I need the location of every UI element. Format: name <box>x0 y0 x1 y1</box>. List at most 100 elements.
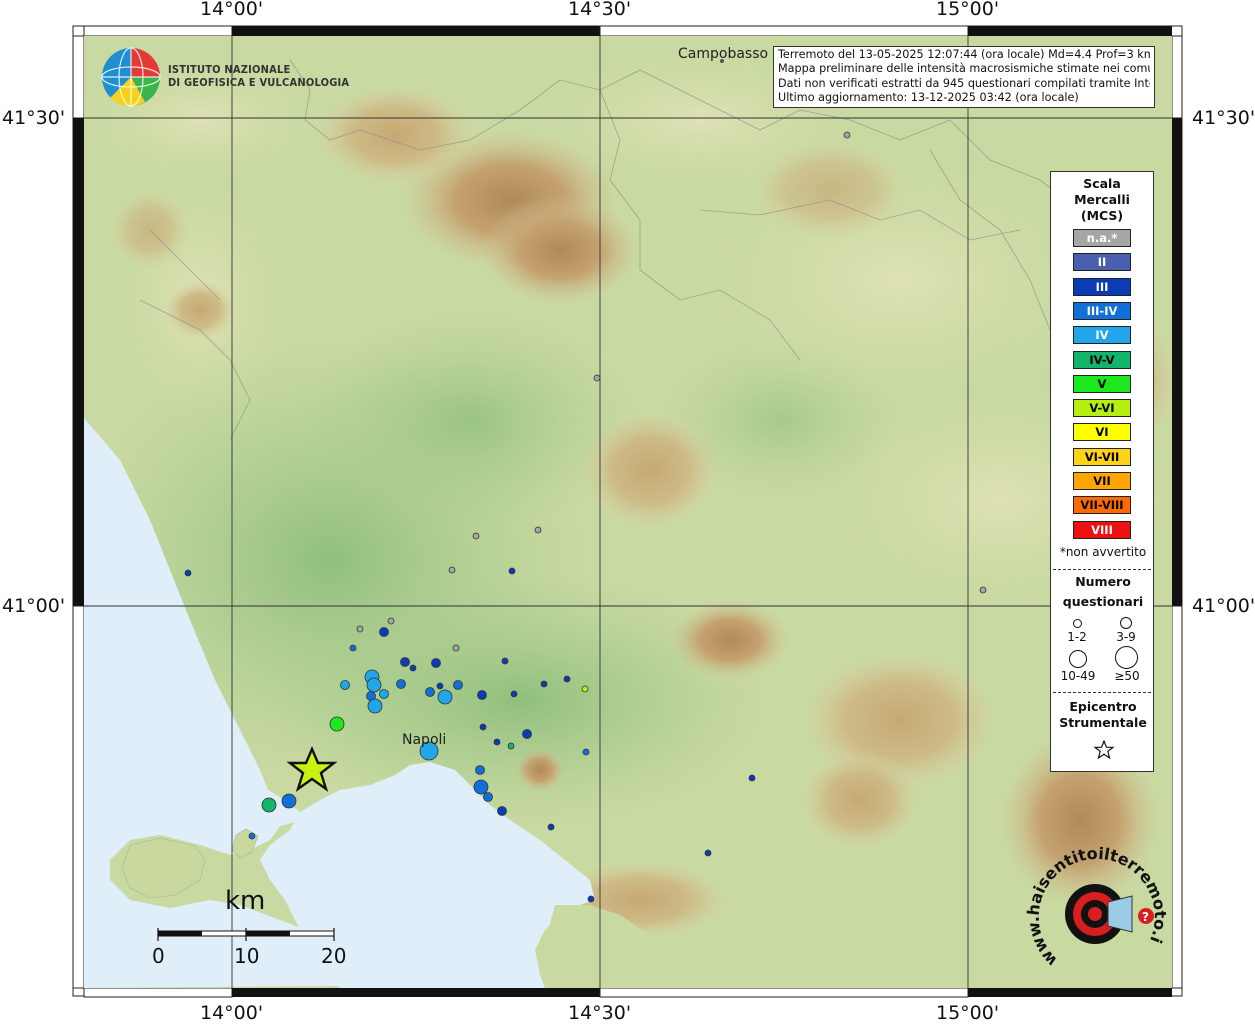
intensity-point <box>582 748 590 756</box>
intensity-point <box>379 627 389 637</box>
intensity-point <box>979 586 987 594</box>
legend-epicenter-star-icon <box>1094 740 1114 760</box>
intensity-point <box>396 679 406 689</box>
legend-count-title-line2: questionari <box>1062 594 1144 609</box>
legend-swatch-n-a: n.a.* <box>1073 229 1131 247</box>
intensity-points-layer <box>184 131 987 903</box>
intensity-point <box>409 664 417 672</box>
haisentito-logo-icon: ? <box>1065 884 1154 944</box>
legend-swatch-ii: II <box>1073 253 1131 272</box>
legend-size-label-50: ≥50 <box>1114 669 1140 683</box>
intensity-point <box>431 658 441 668</box>
campobasso-marker <box>720 59 724 63</box>
intensity-point <box>563 675 571 683</box>
intensity-point <box>437 689 453 705</box>
legend-divider-1 <box>1053 569 1151 570</box>
event-info-line1: Terremoto del 13-05-2025 12:07:44 (ora l… <box>778 48 1150 61</box>
legend-size-label-10-49: 10-49 <box>1060 669 1096 683</box>
legend-swatch-iv-v: IV-V <box>1073 350 1131 369</box>
intensity-point <box>547 823 555 831</box>
lon-label-bottom-14-00: 14°00' <box>200 1002 264 1024</box>
intensity-point <box>843 131 851 139</box>
event-info-line3: Dati non verificati estratti da 945 ques… <box>778 76 1150 90</box>
intensity-point <box>479 723 487 731</box>
legend-not-felt-note: *non avvertito <box>1059 545 1147 559</box>
lon-label-bottom-14-30: 14°30' <box>568 1002 632 1024</box>
lat-label-left-41-00: 41°00' <box>2 595 66 617</box>
intensity-point <box>436 682 444 690</box>
intensity-point <box>419 741 439 761</box>
intensity-point <box>587 895 595 903</box>
legend-swatch-vii-viii: VII-VIII <box>1073 496 1131 515</box>
legend-divider-2 <box>1053 692 1151 693</box>
legend-swatch-vi: VI <box>1073 423 1131 442</box>
legend-swatch-vii: VII <box>1073 472 1131 490</box>
legend-title-line3: (MCS) <box>1080 208 1124 223</box>
lon-label-bottom-15-00: 15°00' <box>936 1002 1000 1024</box>
intensity-point <box>473 779 489 795</box>
scale-bar-tick-10: 10 <box>234 944 260 968</box>
legend-title: Scala Mercalli (MCS) <box>1051 176 1153 224</box>
epicenter-star <box>286 745 338 793</box>
intensity-point <box>367 698 383 714</box>
svg-text:?: ? <box>1142 910 1149 924</box>
legend-size-3-9-icon <box>1120 617 1132 629</box>
intensity-point <box>510 690 518 698</box>
intensity-point <box>248 832 256 840</box>
lon-label-top-14-00: 14°00' <box>200 0 264 20</box>
legend-swatch-v-vi: V-VI <box>1073 399 1131 418</box>
intensity-point <box>448 566 456 574</box>
legend-title-line2: Mercalli <box>1074 192 1130 207</box>
event-info-line4: Ultimo aggiornamento: 13-12-2025 03:42 (… <box>778 91 1079 105</box>
intensity-point <box>387 617 395 625</box>
lat-label-right-41-00: 41°00' <box>1192 595 1255 617</box>
intensity-point <box>493 738 501 746</box>
intensity-point <box>340 680 350 690</box>
intensity-point <box>366 677 382 693</box>
scale-bar-tick-0: 0 <box>152 944 165 968</box>
intensity-point <box>453 680 463 690</box>
legend-size-50-icon <box>1115 646 1138 669</box>
ingv-name-line2: DI GEOFISICA E VULCANOLOGIA <box>168 76 350 89</box>
legend: Scala Mercalli (MCS) n.a.* II III III-IV IV I… <box>1050 171 1154 772</box>
legend-epicenter-line2: Strumentale <box>1059 715 1147 730</box>
intensity-point <box>477 690 487 700</box>
intensity-point <box>593 374 601 382</box>
intensity-point <box>472 532 480 540</box>
scale-bar-unit: km <box>225 886 266 916</box>
intensity-point <box>508 567 516 575</box>
place-napoli: Napoli <box>402 732 447 748</box>
legend-size-label-3-9: 3-9 <box>1116 630 1136 644</box>
lat-label-right-41-30: 41°30' <box>1192 107 1255 129</box>
legend-size-1-2-icon <box>1073 619 1082 628</box>
intensity-point <box>483 792 493 802</box>
intensity-point <box>425 687 435 697</box>
legend-swatch-iv: IV <box>1073 326 1131 345</box>
intensity-point <box>748 774 756 782</box>
event-info-box: Terremoto del 13-05-2025 12:07:44 (ora l… <box>773 46 1155 108</box>
legend-swatch-v: V <box>1073 374 1131 393</box>
scale-bar-tick-20: 20 <box>321 944 347 968</box>
intensity-point <box>522 729 532 739</box>
ingv-name-line1: ISTITUTO NAZIONALE <box>168 63 291 76</box>
intensity-point <box>475 765 485 775</box>
lat-label-left-41-30: 41°30' <box>2 107 66 129</box>
legend-swatch-iii: III <box>1073 277 1131 296</box>
intensity-point <box>507 742 515 750</box>
legend-swatch-iii-iv: III-IV <box>1073 301 1131 320</box>
ingv-logo-icon <box>101 47 161 107</box>
legend-count-title-line1: Numero <box>1075 574 1131 589</box>
legend-title-line1: Scala <box>1083 176 1121 191</box>
intensity-point <box>261 797 277 813</box>
event-info-line2: Mappa preliminare delle intensità macros… <box>778 62 1150 76</box>
legend-swatch-vi-vii: VI-VII <box>1073 447 1131 466</box>
legend-swatch-viii: VIII <box>1073 520 1131 539</box>
intensity-point <box>704 849 712 857</box>
intensity-point <box>540 680 548 688</box>
intensity-point <box>379 689 389 699</box>
legend-epicenter-line1: Epicentro <box>1069 699 1137 714</box>
intensity-point <box>349 644 357 652</box>
lon-label-top-14-30: 14°30' <box>568 0 632 20</box>
intensity-point <box>534 526 542 534</box>
